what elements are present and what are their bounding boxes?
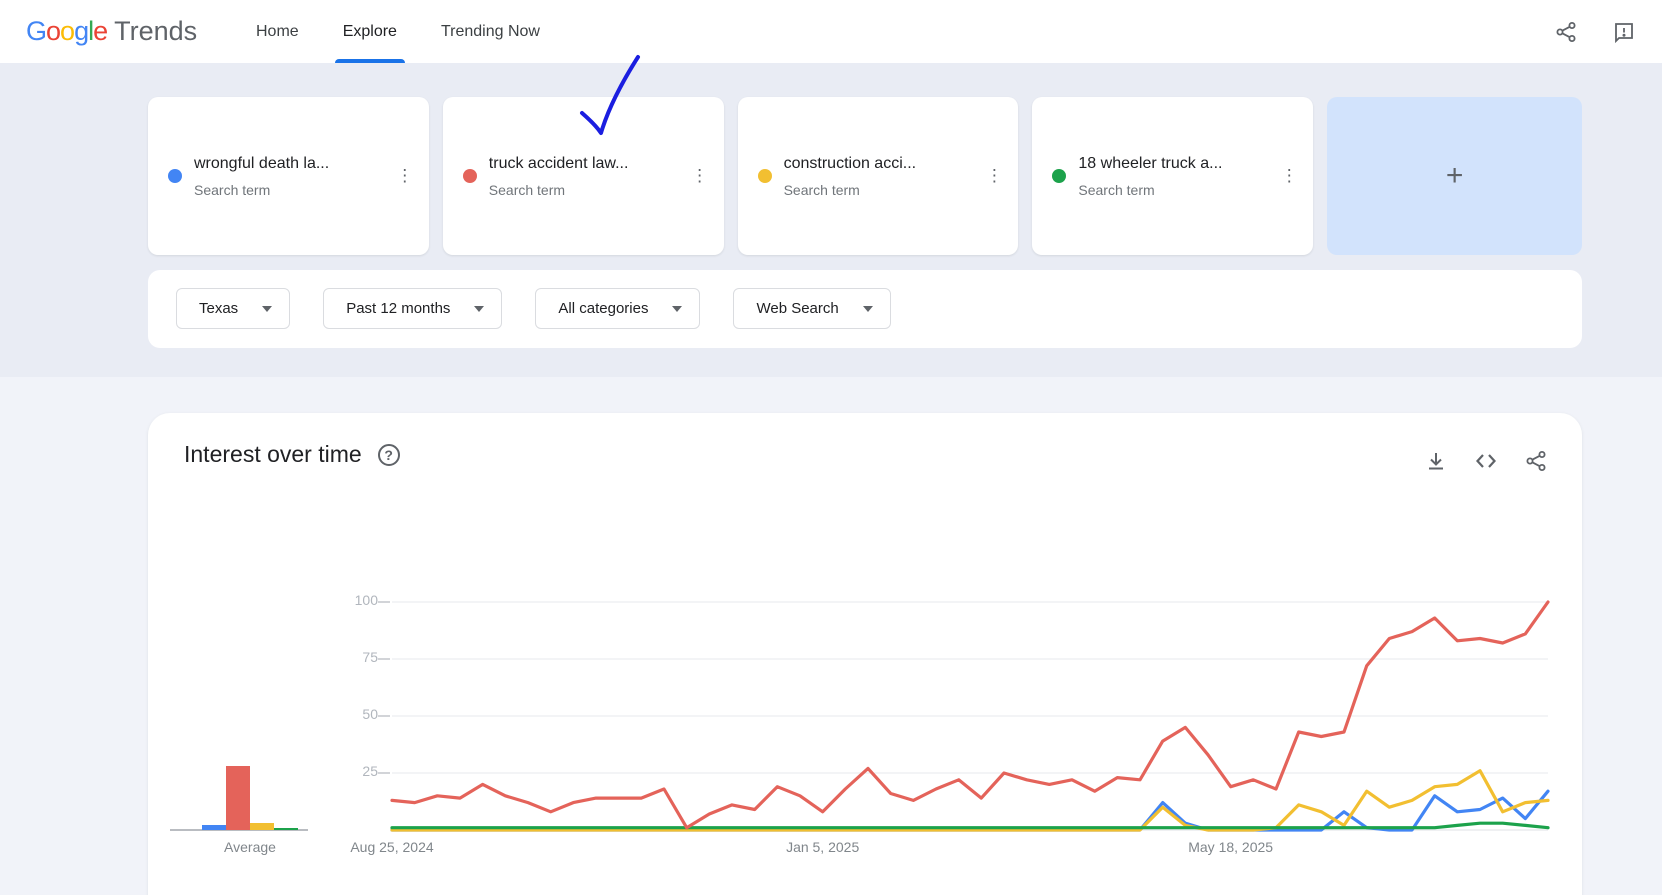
plus-icon: + <box>1445 159 1464 192</box>
term-card-18-wheeler[interactable]: 18 wheeler truck a... Search term ⋮ <box>1032 97 1314 255</box>
more-options-icon[interactable]: ⋮ <box>985 166 1003 185</box>
nav-item-explore[interactable]: Explore <box>334 0 405 63</box>
filters-bar: Texas Past 12 months All categories Web … <box>148 270 1582 348</box>
term-subtitle: Search term <box>488 181 566 198</box>
header-actions <box>1554 0 1636 63</box>
chevron-down-icon <box>262 305 273 312</box>
series-dot-green <box>1052 169 1067 183</box>
share-icon[interactable] <box>1524 449 1548 473</box>
average-label: Average <box>224 839 276 855</box>
term-subtitle: Search term <box>783 181 860 198</box>
more-options-icon[interactable]: ⋮ <box>396 166 414 185</box>
chevron-down-icon <box>672 305 683 312</box>
more-options-icon[interactable]: ⋮ <box>1280 166 1298 185</box>
search-type-filter-dropdown[interactable]: Web Search <box>733 288 891 329</box>
query-section: wrongful death la... Search term ⋮ truck… <box>0 63 1662 377</box>
chevron-down-icon <box>862 305 873 312</box>
help-icon[interactable]: ? <box>377 443 400 466</box>
average-bar <box>250 823 274 830</box>
trend-line-1 <box>390 600 1550 830</box>
term-card-construction-accident[interactable]: construction acci... Search term ⋮ <box>737 97 1019 255</box>
category-filter-dropdown[interactable]: All categories <box>535 288 701 329</box>
y-tick-label: 100 <box>354 592 378 608</box>
region-filter-dropdown[interactable]: Texas <box>176 288 291 329</box>
embed-code-icon[interactable] <box>1474 449 1498 473</box>
main-nav: Home Explore Trending Now <box>254 0 542 63</box>
term-card-wrongful-death[interactable]: wrongful death la... Search term ⋮ <box>148 97 429 255</box>
term-card-truck-accident[interactable]: truck accident law... Search term ⋮ <box>442 97 724 255</box>
x-tick-label: May 18, 2025 <box>1188 839 1274 855</box>
top-app-bar: Google Trends Home Explore Trending Now <box>0 0 1662 63</box>
interest-over-time-widget: Interest over time ? 25 <box>148 413 1582 895</box>
widget-actions <box>1424 449 1548 473</box>
more-options-icon[interactable]: ⋮ <box>691 166 709 185</box>
series-dot-red <box>462 169 477 183</box>
average-axis-line <box>170 829 308 831</box>
trend-line-2 <box>390 769 1550 832</box>
search-term-cards: wrongful death la... Search term ⋮ truck… <box>148 97 1582 255</box>
feedback-icon[interactable] <box>1612 20 1636 44</box>
series-dot-yellow <box>757 169 772 183</box>
term-title: 18 wheeler truck a... <box>1078 154 1223 172</box>
nav-item-home[interactable]: Home <box>256 22 299 40</box>
widget-title: Interest over time <box>184 441 362 467</box>
y-tick-label: 50 <box>362 706 378 722</box>
term-title: wrongful death la... <box>194 154 330 172</box>
add-comparison-card[interactable]: + <box>1327 97 1582 255</box>
series-dot-blue <box>168 169 182 183</box>
trend-line-3 <box>390 821 1550 830</box>
active-tab-underline <box>334 59 405 63</box>
time-range-filter-dropdown[interactable]: Past 12 months <box>323 288 503 329</box>
term-subtitle: Search term <box>1078 181 1155 198</box>
y-tick-label: 75 <box>362 649 378 665</box>
chevron-down-icon <box>474 305 485 312</box>
average-bar <box>226 766 250 830</box>
trend-line-chart[interactable] <box>378 588 1550 838</box>
term-subtitle: Search term <box>194 181 271 198</box>
nav-item-trending-now[interactable]: Trending Now <box>440 22 540 40</box>
term-title: construction acci... <box>783 154 917 172</box>
google-trends-logo[interactable]: Google Trends <box>26 0 197 63</box>
average-bar <box>274 827 298 830</box>
y-tick-label: 25 <box>362 763 378 779</box>
share-icon[interactable] <box>1554 20 1578 44</box>
average-bar <box>202 825 226 830</box>
google-logo-text: Google <box>26 16 108 46</box>
term-title: truck accident law... <box>488 154 629 172</box>
x-tick-label: Aug 25, 2024 <box>350 839 434 855</box>
trends-logo-text: Trends <box>114 16 198 46</box>
x-tick-label: Jan 5, 2025 <box>786 839 860 855</box>
download-icon[interactable] <box>1424 449 1448 473</box>
